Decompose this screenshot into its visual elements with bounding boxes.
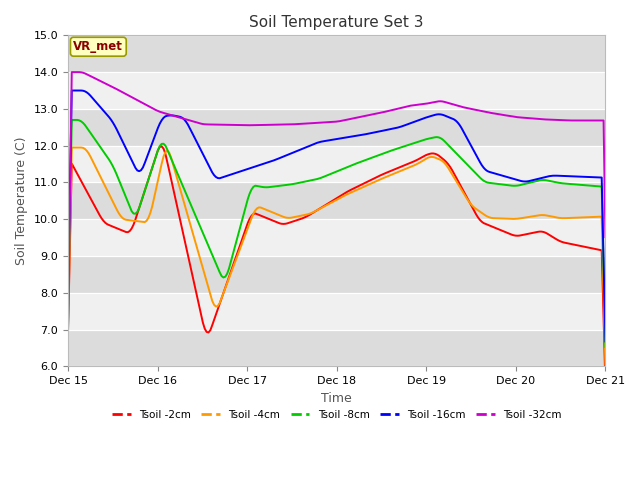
Title: Soil Temperature Set 3: Soil Temperature Set 3	[250, 15, 424, 30]
X-axis label: Time: Time	[321, 392, 352, 405]
Bar	[68, 36, 605, 72]
Bar	[68, 182, 605, 219]
Legend: Tsoil -2cm, Tsoil -4cm, Tsoil -8cm, Tsoil -16cm, Tsoil -32cm: Tsoil -2cm, Tsoil -4cm, Tsoil -8cm, Tsoi…	[108, 406, 566, 424]
Bar	[68, 256, 605, 293]
Text: VR_met: VR_met	[74, 40, 124, 53]
Bar	[68, 219, 605, 256]
Bar	[68, 72, 605, 109]
Bar	[68, 293, 605, 330]
Y-axis label: Soil Temperature (C): Soil Temperature (C)	[15, 137, 28, 265]
Bar	[68, 146, 605, 182]
Bar	[68, 109, 605, 146]
Bar	[68, 330, 605, 366]
